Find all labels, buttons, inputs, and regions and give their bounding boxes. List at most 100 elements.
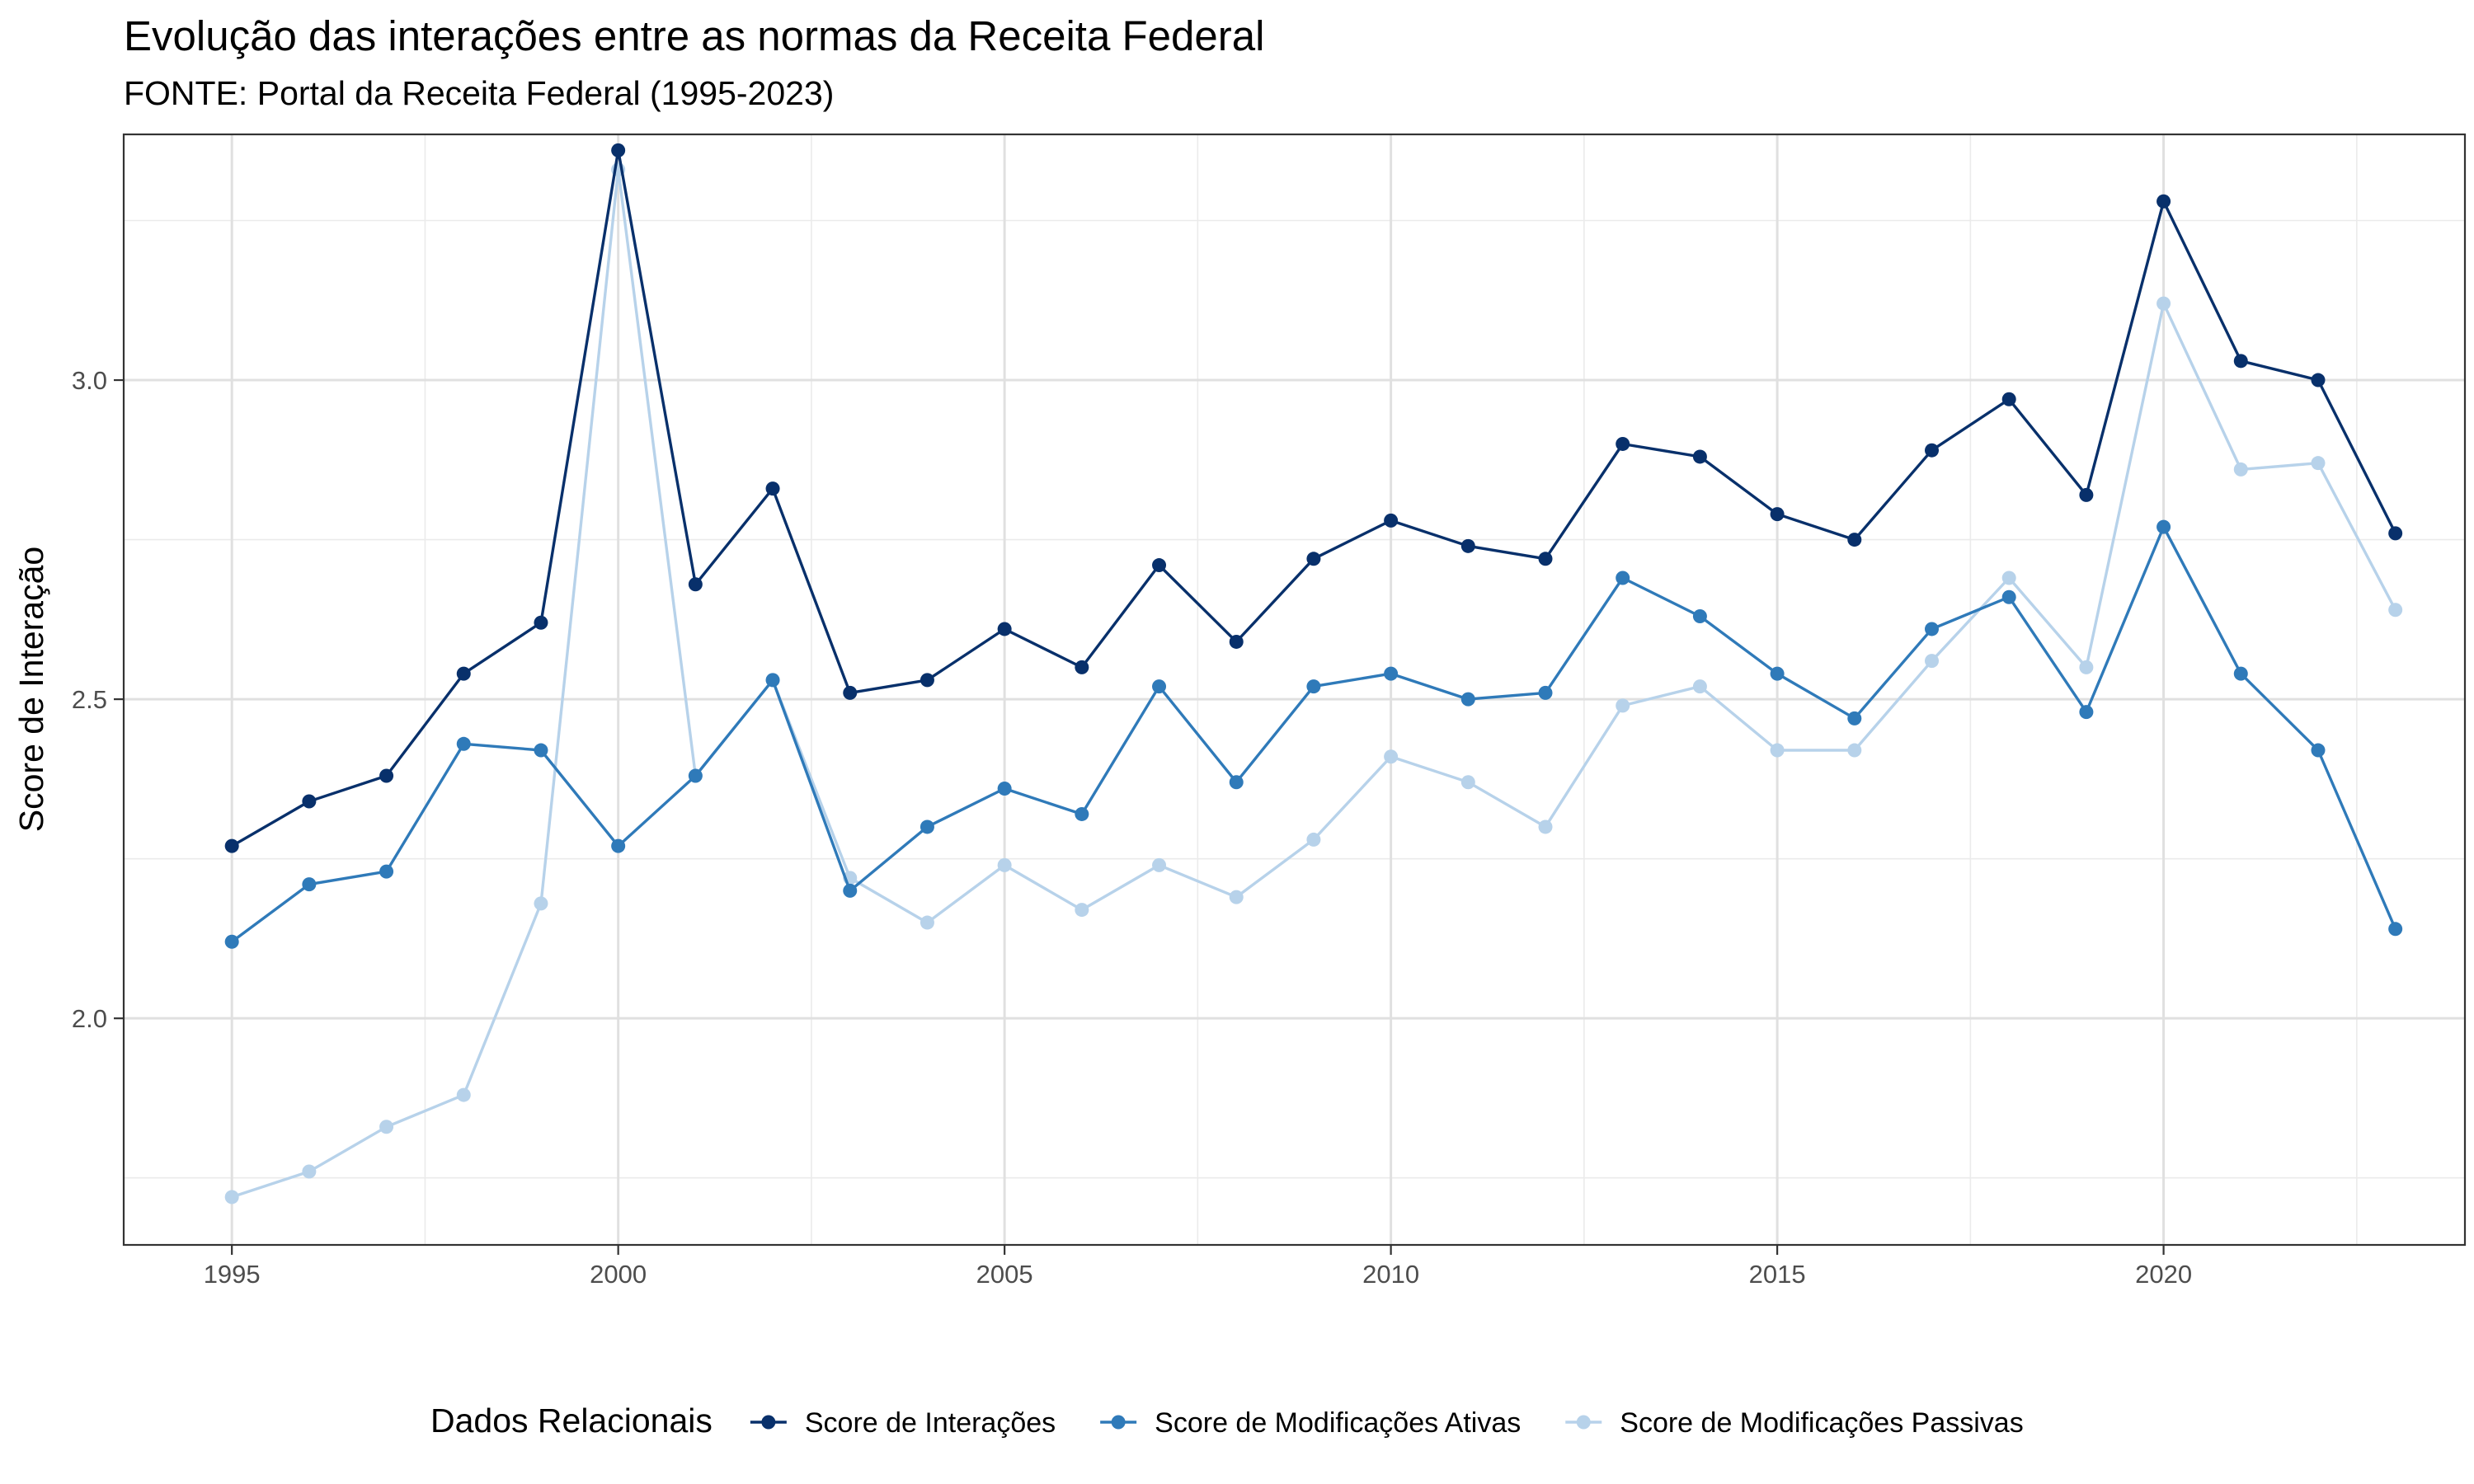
data-point [302, 877, 317, 892]
data-point [534, 615, 548, 630]
data-point [534, 896, 548, 911]
data-point [920, 819, 934, 834]
legend-item: Score de Modificações Passivas [1565, 1407, 2024, 1439]
data-point [1306, 552, 1321, 566]
data-point [2001, 392, 2016, 406]
data-point [534, 743, 548, 758]
data-point [1384, 749, 1399, 764]
data-point [2079, 487, 2094, 502]
data-point [1616, 571, 1630, 585]
data-point [1924, 622, 1939, 636]
data-point [2233, 462, 2248, 477]
data-point [765, 673, 780, 688]
data-point [456, 666, 471, 681]
data-point [1229, 775, 1244, 790]
data-point [379, 864, 394, 879]
data-point [997, 781, 1012, 796]
data-point [2157, 296, 2171, 311]
data-point [997, 622, 1012, 636]
data-point [1770, 743, 1785, 758]
data-point [1460, 692, 1475, 707]
legend-key-point [1111, 1415, 1126, 1430]
data-point [224, 838, 239, 853]
data-point [1538, 552, 1553, 566]
legend-item: Score de Interações [750, 1407, 1056, 1439]
data-point [1152, 558, 1167, 573]
data-point [224, 1190, 239, 1205]
data-point [456, 736, 471, 751]
y-tick-label: 3.0 [72, 366, 107, 395]
data-point [2233, 354, 2248, 369]
data-point [2079, 660, 2094, 674]
series-layer [224, 143, 2403, 1205]
data-point [611, 143, 626, 157]
data-point [1770, 507, 1785, 522]
data-point [920, 673, 934, 688]
data-point [2157, 519, 2171, 534]
data-point [302, 794, 317, 809]
data-point [2388, 526, 2403, 541]
chart-title: Evolução das interações entre as normas … [124, 12, 1265, 59]
data-point [1616, 698, 1630, 713]
data-point [920, 915, 934, 930]
x-tick-label: 2020 [2135, 1260, 2192, 1289]
y-tick-label: 2.5 [72, 685, 107, 714]
y-tick-label: 2.0 [72, 1004, 107, 1033]
data-point [843, 685, 858, 700]
data-point [1770, 666, 1785, 681]
data-point [843, 883, 858, 898]
data-point [2311, 743, 2326, 758]
data-point [1692, 679, 1707, 694]
plot-panel-border [122, 133, 2467, 1247]
data-point [1460, 775, 1475, 790]
x-tick-label: 2005 [976, 1260, 1033, 1289]
data-point [2233, 666, 2248, 681]
data-point [2311, 456, 2326, 471]
legend-item: Score de Modificações Ativas [1100, 1407, 1521, 1439]
legend-label: Score de Modificações Passivas [1620, 1407, 2023, 1439]
data-point [1229, 890, 1244, 904]
major-gridlines [124, 134, 2465, 1245]
legend-label: Score de Interações [805, 1407, 1056, 1439]
data-point [1538, 819, 1553, 834]
data-point [1847, 743, 1862, 758]
chart-subtitle: FONTE: Portal da Receita Federal (1995-2… [124, 74, 835, 112]
data-point [1538, 685, 1553, 700]
x-tick-label: 1995 [204, 1260, 261, 1289]
x-tick-label: 2015 [1749, 1260, 1806, 1289]
data-point [1152, 679, 1167, 694]
data-point [379, 768, 394, 783]
legend-key-point [1576, 1415, 1591, 1430]
legend-label: Score de Modificações Ativas [1155, 1407, 1521, 1439]
data-point [2157, 194, 2171, 209]
data-point [1847, 533, 1862, 547]
data-point [1460, 538, 1475, 553]
data-point [2311, 373, 2326, 387]
axis-ticks: 1995 2000 2005 2010 2015 2020 2.0 2.5 3.0 [72, 366, 2192, 1289]
data-point [1229, 634, 1244, 649]
data-point [1616, 436, 1630, 451]
data-point [456, 1087, 471, 1102]
data-point [1692, 608, 1707, 623]
series-1 [224, 519, 2403, 949]
data-point [1152, 857, 1167, 872]
data-point [2388, 603, 2403, 618]
data-point [2388, 922, 2403, 937]
data-point [1924, 443, 1939, 458]
data-point [1384, 666, 1399, 681]
legend: Dados Relacionais Score de Interações Sco… [430, 1402, 2024, 1439]
data-point [1075, 660, 1089, 674]
legend-key-point [761, 1415, 776, 1430]
series-line [231, 148, 2397, 848]
data-point [1075, 806, 1089, 821]
data-point [1924, 654, 1939, 669]
x-tick-label: 2010 [1362, 1260, 1419, 1289]
data-point [224, 934, 239, 949]
data-point [1306, 679, 1321, 694]
legend-title: Dados Relacionais [430, 1402, 713, 1439]
data-point [2001, 571, 2016, 585]
data-point [611, 838, 626, 853]
y-axis-title: Score de Interação [12, 547, 50, 832]
data-point [1384, 513, 1399, 528]
